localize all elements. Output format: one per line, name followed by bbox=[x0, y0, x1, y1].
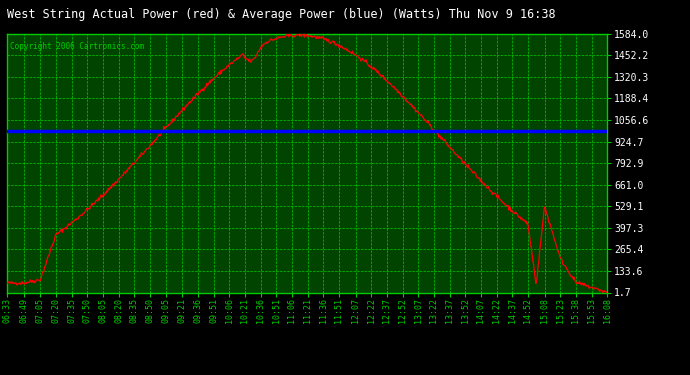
Text: Copyright 2006 Cartronics.com: Copyright 2006 Cartronics.com bbox=[10, 42, 144, 51]
Text: West String Actual Power (red) & Average Power (blue) (Watts) Thu Nov 9 16:38: West String Actual Power (red) & Average… bbox=[7, 8, 555, 21]
